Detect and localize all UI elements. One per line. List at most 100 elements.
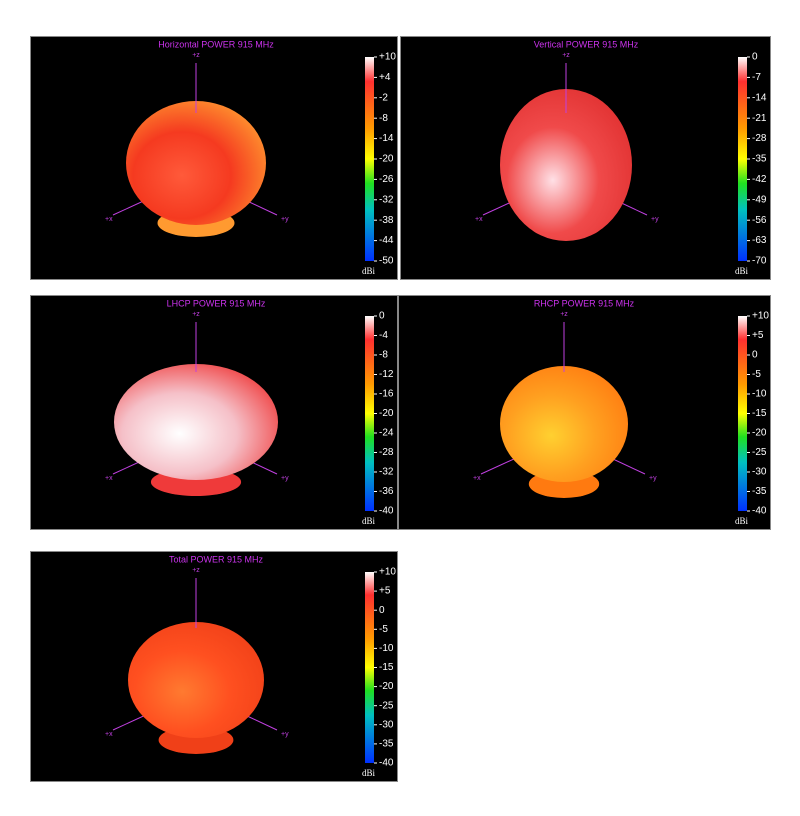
scale-label: -10 — [379, 643, 394, 654]
scale-label: -35 — [752, 486, 767, 497]
color-scale — [738, 316, 747, 511]
scale-label: -32 — [379, 467, 394, 478]
panel-title: Horizontal POWER 915 MHz — [158, 39, 274, 49]
scale-label: -25 — [379, 700, 394, 711]
scale-label: -2 — [379, 92, 388, 103]
scale-label: +5 — [379, 586, 391, 597]
x-axis-label: +x — [475, 216, 483, 223]
z-axis-label: +z — [562, 52, 570, 59]
scale-unit: dBi — [362, 266, 376, 276]
pattern-panel: RHCP POWER 915 MHz +x +y +z +10 +5 0 -5 -10 -15 -2… — [398, 295, 771, 530]
scale-label: -10 — [752, 389, 767, 400]
x-axis-label: +x — [105, 475, 113, 482]
scale-label: 0 — [379, 605, 385, 616]
scale-unit: dBi — [735, 516, 749, 526]
scale-label: -35 — [379, 739, 394, 750]
y-axis-label: +y — [649, 475, 657, 482]
scale-label: -28 — [752, 133, 767, 144]
scale-label: -14 — [752, 92, 767, 103]
pattern-blob — [500, 366, 628, 482]
color-scale — [365, 57, 374, 261]
scale-label: -26 — [379, 174, 394, 185]
scale-label: -44 — [379, 235, 394, 246]
scale-label: -32 — [379, 194, 394, 205]
panel-title: RHCP POWER 915 MHz — [534, 298, 635, 308]
panel-title: Vertical POWER 915 MHz — [534, 39, 639, 49]
pattern-blob — [500, 89, 632, 241]
scale-label: +5 — [752, 330, 764, 341]
x-axis-label: +x — [473, 475, 481, 482]
scale-label: -38 — [379, 215, 394, 226]
color-scale — [365, 316, 374, 511]
x-axis-label: +x — [105, 216, 113, 223]
panel-canvas: Vertical POWER 915 MHz +x +y +z 0 -7 -14 -21 -28… — [475, 39, 767, 276]
scale-label: -16 — [379, 389, 394, 400]
color-scale — [738, 57, 747, 261]
panel-canvas: RHCP POWER 915 MHz +x +y +z +10 +5 0 -5 -10 -15 -2… — [473, 298, 769, 526]
scale-label: -40 — [379, 758, 394, 769]
scale-label: -5 — [379, 624, 388, 635]
scale-label: -4 — [379, 330, 388, 341]
panel-title: Total POWER 915 MHz — [169, 554, 264, 564]
scale-label: -14 — [379, 133, 394, 144]
pattern-panel: Total POWER 915 MHz +x +y +z +10 +5 0 -5 -10 -15 -… — [30, 551, 398, 782]
y-axis-label: +y — [651, 216, 659, 223]
scale-label: +10 — [379, 52, 396, 63]
scale-label: -70 — [752, 256, 767, 267]
pattern-panel: Horizontal POWER 915 MHz +x +y +z +10 +4 -2 -8 -… — [30, 36, 398, 280]
scale-label: +10 — [379, 567, 396, 578]
scale-label: -20 — [379, 154, 394, 165]
z-axis-label: +z — [560, 311, 568, 318]
scale-label: +4 — [379, 72, 391, 83]
panel-canvas: Total POWER 915 MHz +x +y +z +10 +5 0 -5 -10 -15 -… — [105, 554, 396, 778]
scale-label: -25 — [752, 447, 767, 458]
pattern-panel: Vertical POWER 915 MHz +x +y +z 0 -7 -14 -21 -28… — [400, 36, 771, 280]
scale-label: 0 — [379, 311, 385, 322]
scale-label: -28 — [379, 447, 394, 458]
scale-unit: dBi — [362, 768, 376, 778]
scale-label: -12 — [379, 369, 394, 380]
pattern-panel: LHCP POWER 915 MHz +x +y +z 0 -4 -8 -12 -16 -20 -2… — [30, 295, 398, 530]
scale-label: -5 — [752, 369, 761, 380]
y-axis-label: +y — [281, 475, 289, 482]
y-axis-label: +y — [281, 731, 289, 738]
z-axis-label: +z — [192, 52, 200, 59]
y-axis-label: +y — [281, 216, 289, 223]
scale-label: 0 — [752, 350, 758, 361]
scale-label: -30 — [379, 719, 394, 730]
scale-label: -20 — [752, 428, 767, 439]
scale-label: -30 — [752, 467, 767, 478]
scale-label: -8 — [379, 350, 388, 361]
scale-label: -63 — [752, 235, 767, 246]
scale-label: -15 — [752, 408, 767, 419]
scale-label: -42 — [752, 174, 767, 185]
color-scale — [365, 572, 374, 763]
scale-label: -24 — [379, 428, 394, 439]
scale-label: -56 — [752, 215, 767, 226]
z-axis-label: +z — [192, 567, 200, 574]
scale-label: -50 — [379, 256, 394, 267]
panel-title: LHCP POWER 915 MHz — [167, 298, 266, 308]
scale-label: -40 — [379, 506, 394, 517]
scale-label: -20 — [379, 681, 394, 692]
scale-label: -35 — [752, 154, 767, 165]
scale-label: +10 — [752, 311, 769, 322]
panel-canvas: Horizontal POWER 915 MHz +x +y +z +10 +4 -2 -8 -… — [105, 39, 396, 276]
scale-label: -8 — [379, 113, 388, 124]
x-axis-label: +x — [105, 731, 113, 738]
scale-unit: dBi — [362, 516, 376, 526]
scale-unit: dBi — [735, 266, 749, 276]
panel-canvas: LHCP POWER 915 MHz +x +y +z 0 -4 -8 -12 -16 -20 -2… — [105, 298, 394, 526]
pattern-blob — [126, 101, 266, 225]
z-axis-label: +z — [192, 311, 200, 318]
scale-label: 0 — [752, 52, 758, 63]
pattern-blob — [128, 622, 264, 738]
scale-label: -7 — [752, 72, 761, 83]
scale-label: -21 — [752, 113, 767, 124]
pattern-blob — [114, 364, 278, 480]
scale-label: -15 — [379, 662, 394, 673]
scale-label: -20 — [379, 408, 394, 419]
scale-label: -36 — [379, 486, 394, 497]
scale-label: -40 — [752, 506, 767, 517]
